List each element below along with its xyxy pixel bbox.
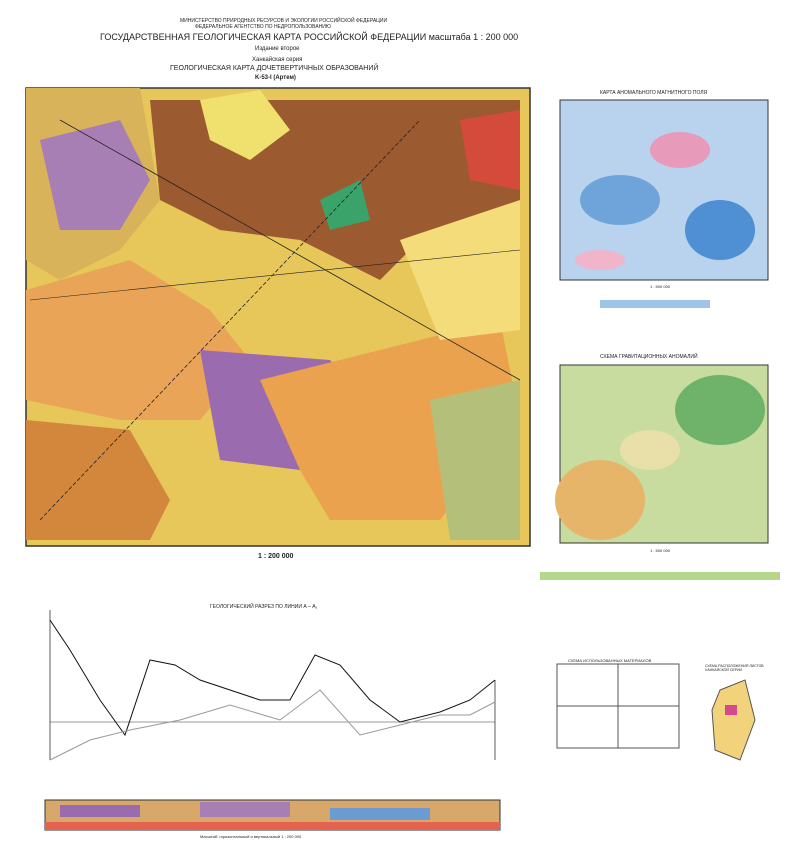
legend-bar: [540, 572, 780, 580]
map-title: ГЕОЛОГИЧЕСКАЯ КАРТА ДОЧЕТВЕРТИЧНЫХ ОБРАЗ…: [170, 65, 379, 72]
sheet: K-53-I (Артем): [255, 75, 296, 81]
map-unit: [400, 200, 520, 340]
location-map: [711, 679, 756, 761]
legend-bar: [600, 300, 710, 308]
map-unit: [26, 420, 170, 540]
map-unit: [200, 90, 290, 160]
location-title: СХЕМА РАСПОЛОЖЕНИЯ ЛИСТОВ ХАНКАЙСКОЙ СЕР…: [705, 664, 764, 672]
section-unit: [60, 805, 140, 817]
inset-scale: 1 : 500 000: [650, 548, 671, 553]
inset-title: СХЕМА ГРАВИТАЦИОННЫХ АНОМАЛИЙ: [600, 354, 698, 360]
title: ГОСУДАРСТВЕННАЯ ГЕОЛОГИЧЕСКАЯ КАРТА РОСС…: [100, 32, 519, 42]
edition: Издание второе: [255, 46, 300, 52]
map-unit: [40, 120, 150, 230]
fault: [59, 119, 521, 381]
map-unit: [460, 110, 520, 190]
section-scale: Масштаб: горизонтальный и вертикальный 1…: [200, 834, 302, 839]
scale: 1 : 200 000: [258, 553, 294, 560]
anomaly: [675, 375, 765, 445]
materials-title: СХЕМА ИСПОЛЬЗОВАННЫХ МАТЕРИАЛОВ: [568, 658, 652, 663]
profile-curve: [49, 689, 496, 761]
series: Ханкайская серия: [252, 57, 303, 63]
anomaly: [580, 175, 660, 225]
section-unit: [200, 802, 290, 817]
ministry: МИНИСТЕРСТВО ПРИРОДНЫХ РЕСУРСОВ И ЭКОЛОГ…: [180, 18, 388, 24]
map-unit: [26, 260, 250, 420]
anomaly: [555, 460, 645, 540]
profile-curve: [49, 619, 496, 737]
map-unit: [320, 180, 370, 230]
anomaly: [650, 132, 710, 168]
section-unit: [45, 822, 500, 830]
inset-title: КАРТА АНОМАЛЬНОГО МАГНИТНОГО ПОЛЯ: [600, 90, 708, 96]
section-unit: [330, 808, 430, 820]
map-unit: [430, 380, 520, 540]
anomaly: [620, 430, 680, 470]
fault: [29, 249, 521, 301]
sheet-marker: [725, 705, 737, 715]
agency: ФЕДЕРАЛЬНОЕ АГЕНТСТВО ПО НЕДРОПОЛЬЗОВАНИ…: [195, 24, 331, 30]
inset-scale: 1 : 500 000: [650, 284, 671, 289]
anomaly: [685, 200, 755, 260]
anomaly: [575, 250, 625, 270]
fault: [39, 119, 421, 521]
profile-title: ГЕОЛОГИЧЕСКИЙ РАЗРЕЗ ПО ЛИНИИ А – А₁: [210, 604, 318, 610]
